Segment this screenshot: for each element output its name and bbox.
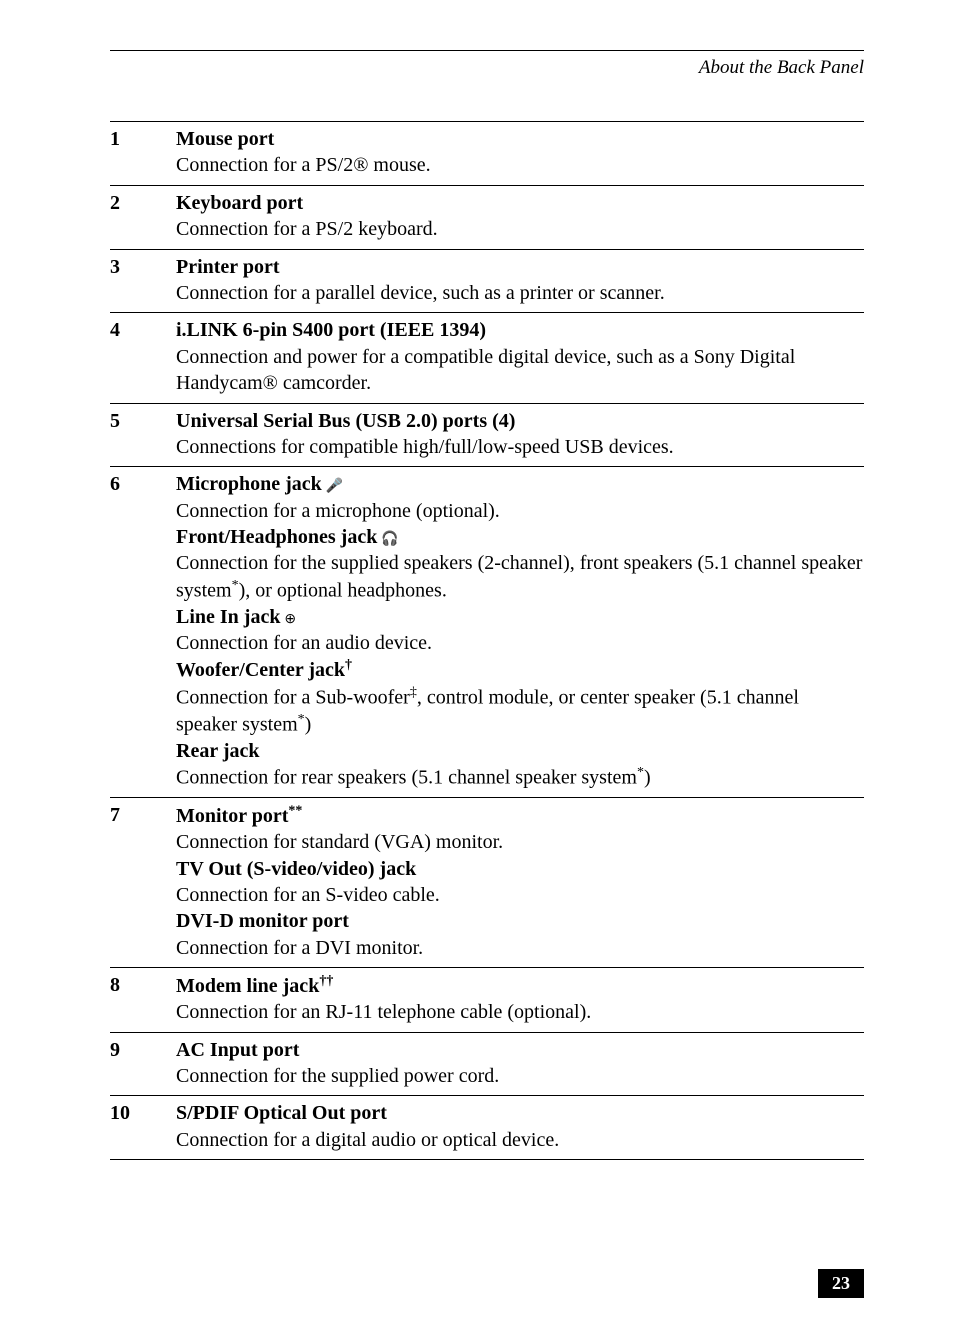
entry-title: Woofer/Center jack† [176,657,864,684]
table-row: 2Keyboard portConnection for a PS/2 keyb… [110,185,864,249]
entry-body: AC Input portConnection for the supplied… [176,1037,864,1090]
entry-desc: Connection for a microphone (optional). [176,498,864,524]
entry-title: Rear jack [176,738,864,764]
entry-body: Microphone jack 🎤Connection for a microp… [176,471,864,791]
entry-title: Monitor port** [176,802,864,829]
table-row: 6Microphone jack 🎤Connection for a micro… [110,466,864,797]
entry-body: S/PDIF Optical Out portConnection for a … [176,1100,864,1153]
entry-desc: Connection for an RJ-11 telephone cable … [176,999,864,1025]
entry-body: Universal Serial Bus (USB 2.0) ports (4)… [176,408,864,461]
entry-desc: Connections for compatible high/full/low… [176,434,864,460]
entry-title: Printer port [176,254,864,280]
entry-number: 8 [110,972,176,1025]
entry-number: 3 [110,254,176,307]
table-row: 10S/PDIF Optical Out portConnection for … [110,1095,864,1159]
entry-desc: Connection for the supplied speakers (2-… [176,550,864,603]
page: About the Back Panel 1Mouse portConnecti… [0,0,954,1340]
entry-body: Keyboard portConnection for a PS/2 keybo… [176,190,864,243]
table-row: 1Mouse portConnection for a PS/2® mouse. [110,121,864,185]
entries-table: 1Mouse portConnection for a PS/2® mouse.… [110,121,864,1159]
table-row: 8Modem line jack††Connection for an RJ-1… [110,967,864,1031]
entry-desc: Connection for an S-video cable. [176,882,864,908]
entry-desc: Connection for rear speakers (5.1 channe… [176,764,864,791]
entry-title: Front/Headphones jack 🎧 [176,524,864,550]
entry-desc: Connection for an audio device. [176,630,864,656]
entry-body: i.LINK 6-pin S400 port (IEEE 1394)Connec… [176,317,864,396]
entry-number: 2 [110,190,176,243]
entry-desc: Connection for a digital audio or optica… [176,1127,864,1153]
entry-body: Monitor port**Connection for standard (V… [176,802,864,961]
page-number-box: 23 [818,1269,864,1298]
entry-body: Modem line jack††Connection for an RJ-11… [176,972,864,1025]
jack-icon: ⊕ [280,610,296,626]
entry-desc: Connection for a PS/2 keyboard. [176,216,864,242]
table-row: 3Printer portConnection for a parallel d… [110,249,864,313]
entry-number: 7 [110,802,176,961]
table-row: 5Universal Serial Bus (USB 2.0) ports (4… [110,403,864,467]
bottom-rule [110,1159,864,1160]
page-number: 23 [832,1273,850,1293]
entry-desc: Connection for a Sub-woofer‡, control mo… [176,684,864,738]
entry-title: TV Out (S-video/video) jack [176,856,864,882]
table-row: 4i.LINK 6-pin S400 port (IEEE 1394)Conne… [110,312,864,402]
jack-icon: 🎧 [377,530,398,546]
entry-number: 4 [110,317,176,396]
entry-title: Keyboard port [176,190,864,216]
section-title: About the Back Panel [699,57,864,78]
entry-number: 5 [110,408,176,461]
entry-desc: Connection for standard (VGA) monitor. [176,829,864,855]
entry-title: i.LINK 6-pin S400 port (IEEE 1394) [176,317,864,343]
entry-number: 9 [110,1037,176,1090]
entry-title: Modem line jack†† [176,972,864,999]
entry-desc: Connection for a DVI monitor. [176,935,864,961]
entry-desc: Connection for a PS/2® mouse. [176,152,864,178]
entry-title: AC Input port [176,1037,864,1063]
entry-title: Mouse port [176,126,864,152]
entry-number: 6 [110,471,176,791]
entry-number: 10 [110,1100,176,1153]
entry-body: Mouse portConnection for a PS/2® mouse. [176,126,864,179]
header-region: About the Back Panel [110,50,864,79]
table-row: 7Monitor port**Connection for standard (… [110,797,864,967]
entry-title: S/PDIF Optical Out port [176,1100,864,1126]
entry-desc: Connection and power for a compatible di… [176,344,864,397]
entry-title: DVI-D monitor port [176,908,864,934]
entry-desc: Connection for a parallel device, such a… [176,280,864,306]
entry-title: Universal Serial Bus (USB 2.0) ports (4) [176,408,864,434]
entry-desc: Connection for the supplied power cord. [176,1063,864,1089]
jack-icon: 🎤 [322,477,343,493]
entry-title: Line In jack ⊕ [176,604,864,630]
entry-title: Microphone jack 🎤 [176,471,864,497]
entry-number: 1 [110,126,176,179]
table-row: 9AC Input portConnection for the supplie… [110,1032,864,1096]
entry-body: Printer portConnection for a parallel de… [176,254,864,307]
